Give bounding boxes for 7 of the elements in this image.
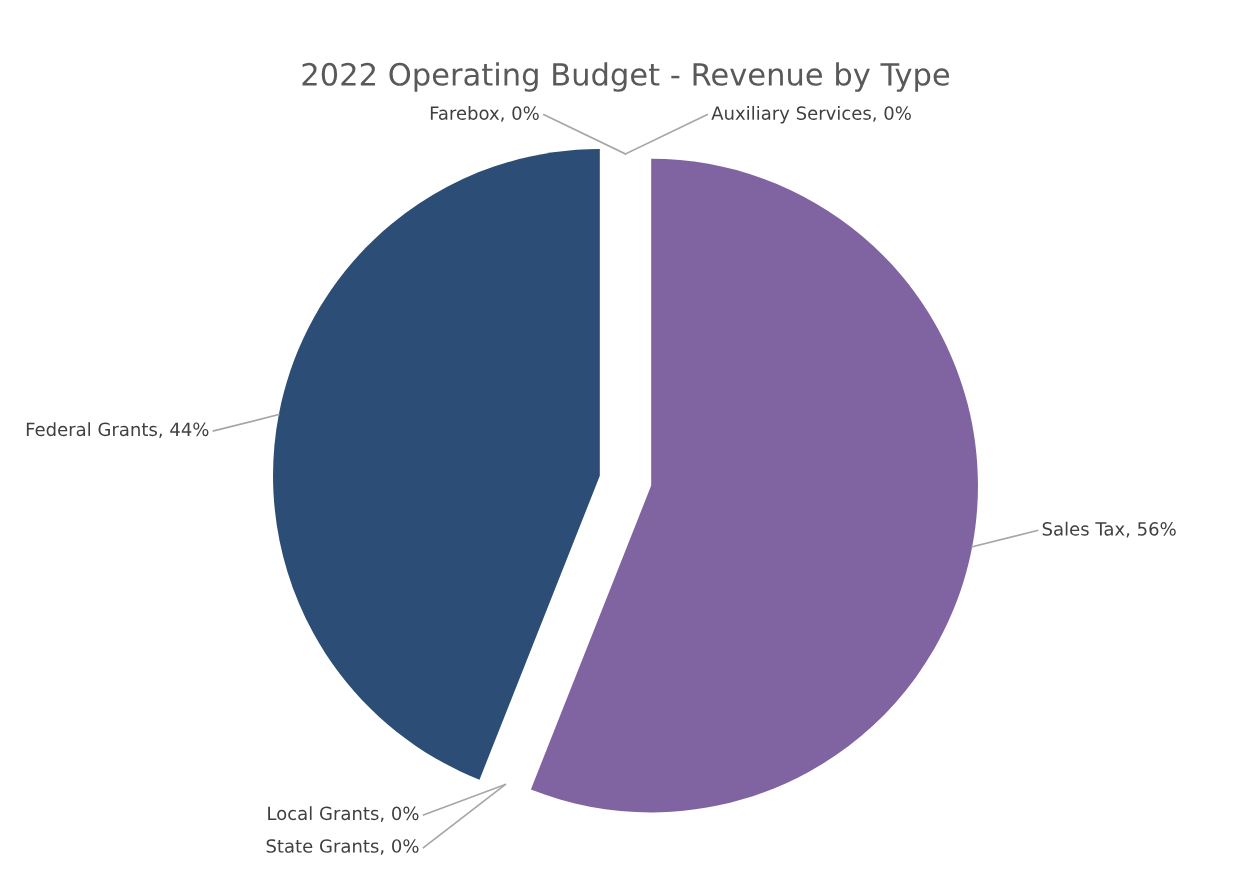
category-label: State Grants, 0% — [266, 839, 419, 855]
slice-label: Sales Tax, 56% — [1042, 521, 1176, 538]
category-label: Farebox, 0% — [430, 105, 539, 122]
slice-label: Federal Grants, 44% — [26, 422, 209, 438]
category-label: Auxiliary Services, 0% — [711, 105, 911, 124]
chart-title: 2022 Operating Budget - Revenue by Type — [302, 62, 950, 92]
category-label: Local Grants, 0% — [268, 806, 419, 823]
